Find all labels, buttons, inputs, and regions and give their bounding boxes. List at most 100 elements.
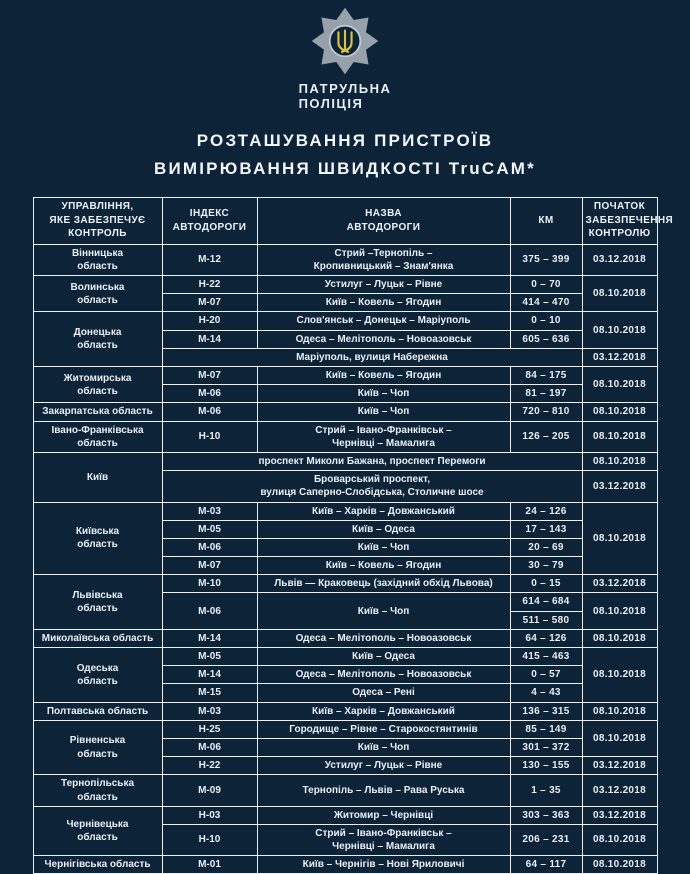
brand-line-1: ПАТРУЛЬНА — [298, 81, 392, 96]
road-name-cell: Львів — Краковець (західний обхід Львова… — [256, 574, 511, 594]
region-cell: Житомирська область — [32, 366, 163, 404]
road-index-cell: Н-20 — [161, 311, 258, 331]
road-index-cell: М-01 — [161, 855, 258, 874]
date-cell: 08.10.2018 — [581, 420, 658, 453]
road-index-cell: М-15 — [161, 683, 258, 703]
table-header: УПРАВЛІННЯ, ЯКЕ ЗАБЕЗПЕЧУЄ КОНТРОЛЬ ІНДЕ… — [32, 196, 673, 245]
table-row: Броварський проспект, вулиця Саперно-Сло… — [33, 470, 658, 503]
table-header-row: УПРАВЛІННЯ, ЯКЕ ЗАБЕЗПЕЧУЄ КОНТРОЛЬ ІНДЕ… — [32, 196, 673, 245]
table-row: Київ проспект Миколи Бажана, проспект Пер… — [32, 451, 658, 503]
date-cell: 08.10.2018 — [581, 451, 658, 472]
km-cell: 85 – 149 — [509, 719, 583, 739]
km-cell: 30 – 79 — [509, 556, 583, 576]
date-cell: 08.10.2018 — [581, 719, 658, 758]
police-star-badge-trident-icon — [0, 6, 690, 76]
road-name-cell: Київ – Чоп — [256, 402, 511, 422]
table-row: М-15 Одеса – Рені 4 – 43 — [33, 683, 657, 703]
km-cell: 130 – 155 — [509, 756, 583, 776]
road-index-cell: М-09 — [161, 774, 258, 807]
road-index-cell: М-03 — [161, 701, 258, 721]
km-cell: 0 – 15 — [509, 574, 583, 594]
road-name-cell: Київ – Ковель – Ягодин — [256, 556, 511, 576]
road-name-cell: Стрий –Тернопіль – Кропивницький – Знам'… — [256, 243, 511, 277]
region-cell: Київська область — [32, 501, 163, 576]
km-cell: 4 – 43 — [509, 683, 583, 703]
road-name-cell: Стрий – Івано-Франківськ – Чернівці – Ма… — [256, 420, 511, 453]
table-row: М-06 Київ – Чоп 20 – 69 — [33, 537, 657, 558]
road-name-cell: Київ – Чоп — [256, 537, 511, 558]
km-cell: 126 – 205 — [509, 420, 583, 453]
km-cell: 64 – 117 — [509, 855, 583, 874]
col-header-department: УПРАВЛІННЯ, ЯКЕ ЗАБЕЗПЕЧУЄ КОНТРОЛЬ — [32, 196, 163, 245]
road-index-cell: М-05 — [161, 647, 258, 667]
date-cell: 03.12.2018 — [581, 347, 658, 368]
table-row: М-05 Київ – Одеса 17 – 143 — [33, 519, 657, 539]
km-cell: 24 – 126 — [509, 501, 583, 521]
col-header-road-index: ІНДЕКС АВТОДОРОГИ — [161, 196, 258, 245]
road-index-cell: Н-25 — [161, 719, 258, 739]
table-row: Тернопільська область М-09 Тернопіль – Льв… — [32, 774, 658, 807]
col-header-control-start: ПОЧАТОК ЗАБЕЗПЕЧЕННЯ КОНТРОЛЮ — [581, 196, 673, 245]
road-name-cell: Київ – Чоп — [256, 737, 511, 758]
road-index-cell: Н-22 — [161, 756, 258, 776]
road-name-cell: Київ – Чернігів – Нові Яриловичі — [256, 855, 511, 874]
street-cell: проспект Миколи Бажана, проспект Перемог… — [161, 451, 583, 472]
date-cell: 03.12.2018 — [581, 805, 658, 825]
km-cell: 375 – 399 — [509, 243, 583, 277]
date-cell: 03.12.2018 — [581, 756, 658, 776]
table-row: Одеська область М-05 Київ – Одеса 415 – 463… — [32, 647, 658, 703]
region-cell: Тернопільська область — [32, 774, 163, 807]
table-body: Вінницька область М-12 Стрий –Тернопіль – … — [32, 243, 658, 874]
km-cell: 20 – 69 — [509, 537, 583, 558]
date-cell: 08.10.2018 — [581, 647, 658, 703]
region-cell: Одеська область — [32, 647, 163, 703]
region-cell: Миколаївська область — [32, 628, 163, 649]
region-cell: Вінницька область — [32, 243, 163, 277]
brand-line-2: ПОЛІЦІЯ — [298, 96, 364, 112]
date-cell: 03.12.2018 — [581, 470, 658, 503]
km-cell: 511 – 580 — [509, 610, 583, 630]
road-name-cell: Київ – Чоп — [256, 592, 511, 630]
date-cell: 08.10.2018 — [581, 628, 658, 649]
road-index-cell: М-14 — [161, 329, 258, 349]
region-cell: Волинська область — [32, 275, 163, 313]
table-row: М-14 Одеса – Мелітополь – Новоазовськ 605 … — [33, 329, 657, 349]
road-index-cell: М-10 — [161, 574, 258, 594]
road-name-cell: Київ – Одеса — [256, 647, 511, 667]
table-row: Волинська область Н-22 Устилуг – Луцьк – Р… — [32, 275, 658, 313]
km-cell: 136 – 315 — [509, 701, 583, 721]
table-row: М-06 Київ – Чоп 614 – 684 08.10.2018 — [33, 592, 658, 630]
road-index-cell: М-03 — [161, 501, 258, 521]
km-cell: 720 – 810 — [509, 402, 583, 422]
road-name-cell: Київ – Харків – Довжанський — [256, 501, 511, 521]
road-name-cell: Одеса – Мелітополь – Новоазовськ — [256, 628, 511, 649]
road-index-cell: М-07 — [161, 556, 258, 576]
km-cell: 415 – 463 — [509, 647, 583, 667]
table-row: Київська область М-03 Київ – Харків – Довж… — [32, 501, 658, 576]
date-cell: 08.10.2018 — [581, 855, 658, 874]
region-cell: Полтавська область — [32, 701, 163, 721]
km-cell: 303 – 363 — [509, 805, 583, 825]
table-row: Івано-Франківська область Н-10 Стрий – Іва… — [32, 420, 658, 453]
table-row: Чернігівська область М-01 Київ – Чернігів … — [32, 855, 658, 874]
date-cell: 08.10.2018 — [581, 311, 658, 349]
table-row: М-07 Київ – Ковель – Ягодин 414 – 470 — [33, 293, 657, 313]
road-index-cell: М-14 — [161, 628, 258, 649]
date-cell: 03.12.2018 — [581, 574, 658, 594]
date-cell: 08.10.2018 — [581, 823, 658, 857]
road-name-cell: Одеса – Мелітополь – Новоазовськ — [256, 329, 511, 349]
road-name-cell: Одеса – Мелітополь – Новоазовськ — [256, 665, 511, 685]
road-name-cell: Одеса – Рені — [256, 683, 511, 703]
table-row: Закарпатська область М-06 Київ – Чоп 720 – … — [32, 402, 658, 422]
table-row: Рівненська область Н-25 Городище – Рівне –… — [32, 719, 658, 776]
road-name-cell: Київ – Харків – Довжанський — [256, 701, 511, 721]
road-index-cell: М-06 — [161, 384, 258, 404]
road-index-cell: М-06 — [161, 592, 258, 630]
table-row: М-06 Київ – Чоп 301 – 372 — [33, 737, 657, 758]
road-index-cell: М-05 — [161, 519, 258, 539]
region-cell: Чернівецька область — [32, 805, 163, 857]
region-cell: Рівненська область — [32, 719, 163, 776]
page-title: РОЗТАШУВАННЯ ПРИСТРОЇВ ВИМІРЮВАННЯ ШВИДК… — [153, 131, 536, 178]
page-header: ПАТРУЛЬНА ПОЛІЦІЯ РОЗТАШУВАННЯ ПРИСТРОЇВ… — [0, 0, 690, 182]
road-index-cell: М-06 — [161, 537, 258, 558]
